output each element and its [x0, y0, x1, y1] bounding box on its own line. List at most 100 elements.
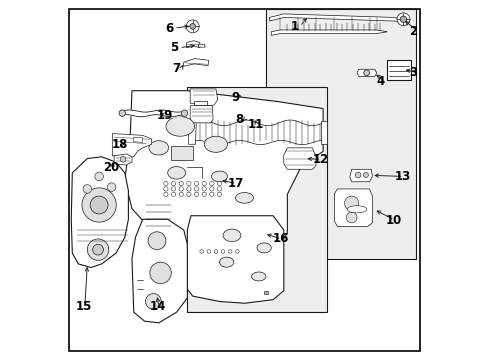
Circle shape [221, 249, 224, 253]
Polygon shape [283, 148, 315, 169]
Bar [386, 60, 410, 80]
Circle shape [119, 110, 125, 116]
Circle shape [87, 239, 108, 260]
Text: 7: 7 [172, 62, 180, 75]
Ellipse shape [251, 272, 265, 281]
Circle shape [354, 172, 360, 178]
Circle shape [209, 192, 214, 197]
Circle shape [189, 23, 195, 29]
Ellipse shape [346, 206, 366, 213]
Text: 11: 11 [247, 118, 264, 131]
Circle shape [95, 172, 103, 181]
Text: 4: 4 [376, 75, 384, 88]
Polygon shape [71, 157, 128, 267]
Text: 8: 8 [235, 113, 244, 126]
Polygon shape [112, 134, 151, 158]
Circle shape [82, 188, 116, 222]
Circle shape [202, 181, 206, 186]
Ellipse shape [211, 171, 227, 182]
Bar [264, 291, 268, 294]
Text: 13: 13 [394, 170, 410, 183]
Ellipse shape [167, 167, 185, 179]
Circle shape [107, 183, 116, 192]
Polygon shape [190, 106, 213, 123]
Ellipse shape [219, 257, 233, 267]
Circle shape [209, 187, 214, 191]
Text: 6: 6 [165, 22, 173, 35]
Circle shape [206, 249, 210, 253]
Polygon shape [349, 169, 372, 182]
Circle shape [344, 196, 358, 210]
Circle shape [202, 187, 206, 191]
Polygon shape [194, 102, 206, 105]
Text: 12: 12 [312, 153, 328, 166]
Polygon shape [198, 44, 205, 47]
Polygon shape [132, 219, 187, 323]
Text: 3: 3 [408, 66, 417, 79]
Bar [171, 146, 192, 160]
Circle shape [186, 181, 191, 186]
Circle shape [217, 187, 221, 191]
Circle shape [400, 16, 406, 22]
Polygon shape [188, 120, 196, 144]
Circle shape [363, 70, 369, 76]
Ellipse shape [257, 243, 271, 253]
Circle shape [171, 187, 175, 191]
Polygon shape [265, 9, 415, 258]
Circle shape [163, 187, 168, 191]
Circle shape [186, 187, 191, 191]
Text: 9: 9 [231, 91, 239, 104]
Polygon shape [187, 87, 326, 312]
Circle shape [179, 192, 183, 197]
Polygon shape [186, 41, 200, 48]
Circle shape [194, 187, 198, 191]
Circle shape [217, 192, 221, 197]
Text: 18: 18 [111, 138, 128, 151]
Circle shape [163, 181, 168, 186]
Circle shape [186, 20, 199, 33]
Circle shape [83, 185, 91, 193]
Circle shape [148, 232, 165, 249]
Polygon shape [187, 216, 283, 303]
Circle shape [93, 244, 103, 255]
Polygon shape [356, 69, 376, 76]
Ellipse shape [204, 136, 227, 152]
Circle shape [171, 192, 175, 197]
Polygon shape [321, 121, 326, 144]
Polygon shape [114, 154, 132, 165]
Circle shape [214, 249, 217, 253]
Circle shape [163, 192, 168, 197]
Circle shape [181, 110, 187, 116]
Circle shape [179, 181, 183, 186]
Polygon shape [183, 59, 208, 66]
Circle shape [346, 212, 356, 223]
Ellipse shape [223, 229, 241, 242]
Circle shape [200, 249, 203, 253]
Circle shape [145, 294, 161, 309]
Circle shape [171, 181, 175, 186]
Circle shape [186, 192, 191, 197]
Circle shape [179, 187, 183, 191]
Circle shape [194, 192, 198, 197]
Text: 2: 2 [408, 25, 417, 38]
Ellipse shape [165, 117, 194, 136]
Circle shape [209, 181, 214, 186]
Circle shape [363, 172, 367, 177]
Text: 16: 16 [272, 233, 288, 246]
Circle shape [90, 196, 108, 214]
Text: 10: 10 [385, 213, 401, 226]
Polygon shape [334, 189, 372, 226]
Ellipse shape [235, 193, 253, 203]
Text: 14: 14 [149, 300, 166, 313]
Circle shape [396, 13, 409, 26]
Circle shape [202, 192, 206, 197]
Text: 20: 20 [103, 161, 120, 174]
Text: 15: 15 [76, 300, 92, 313]
Circle shape [194, 181, 198, 186]
Polygon shape [271, 30, 386, 35]
Text: 1: 1 [290, 20, 299, 33]
Text: 19: 19 [157, 109, 173, 122]
Circle shape [228, 249, 231, 253]
Polygon shape [124, 91, 323, 266]
Circle shape [217, 181, 221, 186]
